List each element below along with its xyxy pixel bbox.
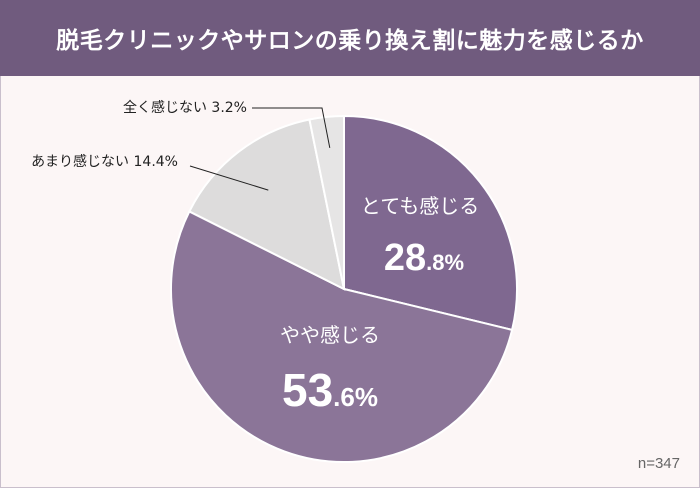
- slice-label-not-much: あまり感じない 14.4%: [31, 153, 178, 170]
- slice-value-very: 28.8%: [384, 237, 464, 279]
- slice-label-very: とても感じる: [361, 194, 479, 218]
- pie-slice-very: [343, 114, 518, 332]
- leader-line-not-at-all: [252, 107, 331, 148]
- slice-value-very-int: 28: [384, 237, 426, 279]
- pie-slice-not-at-all: [308, 114, 345, 290]
- pie-slice-not-much: [188, 118, 346, 291]
- slice-value-somewhat-int: 53: [282, 364, 333, 416]
- chart-header: 脱毛クリニックやサロンの乗り換え割に魅力を感じるか: [0, 0, 700, 76]
- slice-label-somewhat: やや感じる: [280, 323, 380, 347]
- slice-label-not-at-all: 全く感じない 3.2%: [123, 99, 247, 116]
- slice-value-very-dec: .8%: [426, 250, 464, 275]
- pie-slice-somewhat: [170, 210, 514, 463]
- leader-line-not-much: [189, 165, 269, 191]
- slice-value-somewhat: 53.6%: [282, 364, 378, 416]
- leader-lines: [189, 107, 331, 191]
- slice-value-somewhat-dec: .6%: [333, 382, 378, 412]
- pie-slices: [170, 114, 518, 463]
- sample-size: n=347: [637, 455, 680, 472]
- chart-title: 脱毛クリニックやサロンの乗り換え割に魅力を感じるか: [56, 28, 644, 54]
